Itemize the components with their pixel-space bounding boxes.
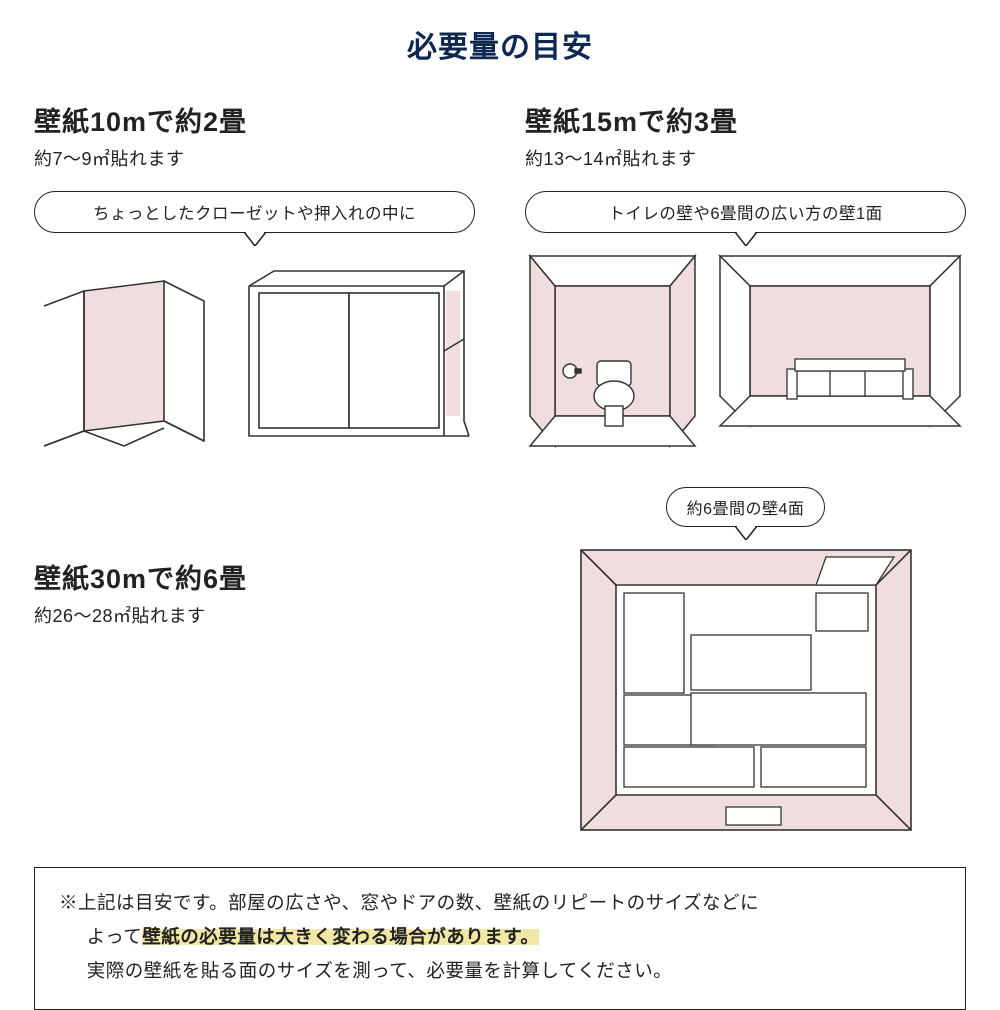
- illustration-closet: [34, 251, 475, 451]
- note-box: ※上記は目安です。部屋の広さや、窓やドアの数、壁紙のリピートのサイズなどに よっ…: [34, 867, 966, 1010]
- section-heading: 壁紙30mで約6畳: [34, 557, 475, 596]
- section-heading: 壁紙15mで約3畳: [525, 100, 966, 139]
- note-line-1: ※上記は目安です。部屋の広さや、窓やドアの数、壁紙のリピートのサイズなどに: [59, 886, 941, 920]
- section-15m: 壁紙15mで約3畳 約13～14㎡貼れます トイレの壁や6畳間の広い方の壁1面: [525, 100, 966, 451]
- note-line-2: よって壁紙の必要量は大きく変わる場合があります。: [59, 920, 941, 954]
- callout-tail-icon: [735, 526, 757, 540]
- section-sub: 約13～14㎡貼れます: [525, 145, 966, 171]
- callout: 約6畳間の壁4面: [666, 487, 826, 527]
- callout-tail-icon: [244, 232, 266, 246]
- section-10m: 壁紙10mで約2畳 約7～9㎡貼れます ちょっとしたクローゼットや押入れの中に: [34, 100, 475, 451]
- section-sub: 約26～28㎡貼れます: [34, 602, 475, 628]
- callout-wrap: トイレの壁や6畳間の広い方の壁1面: [525, 191, 966, 233]
- callout-wrap: 約6畳間の壁4面: [525, 487, 966, 527]
- illustration-toilet-room: [525, 251, 966, 451]
- section-30m: 壁紙30mで約6畳 約26～28㎡貼れます: [34, 487, 475, 628]
- callout-wrap: ちょっとしたクローゼットや押入れの中に: [34, 191, 475, 233]
- infographic-container: 必要量の目安 壁紙10mで約2畳 約7～9㎡貼れます ちょっとしたクローゼットや…: [0, 0, 1000, 1000]
- callout: トイレの壁や6畳間の広い方の壁1面: [525, 191, 966, 233]
- callout-tail-icon: [735, 232, 757, 246]
- main-title: 必要量の目安: [34, 22, 966, 66]
- note-highlight: 壁紙の必要量は大きく変わる場合があります。: [142, 926, 539, 947]
- note-line-3: 実際の壁紙を貼る面のサイズを測って、必要量を計算してください。: [59, 954, 941, 988]
- section-30m-figure: 約6畳間の壁4面: [525, 487, 966, 835]
- row-2: 壁紙30mで約6畳 約26～28㎡貼れます 約6畳間の壁4面: [34, 487, 966, 835]
- section-heading: 壁紙10mで約2畳: [34, 100, 475, 139]
- note-line-2-prefix: よって: [87, 926, 143, 947]
- illustration-6tatami-room: [525, 545, 966, 835]
- section-sub: 約7～9㎡貼れます: [34, 145, 475, 171]
- callout: ちょっとしたクローゼットや押入れの中に: [34, 191, 475, 233]
- row-1: 壁紙10mで約2畳 約7～9㎡貼れます ちょっとしたクローゼットや押入れの中に: [34, 100, 966, 451]
